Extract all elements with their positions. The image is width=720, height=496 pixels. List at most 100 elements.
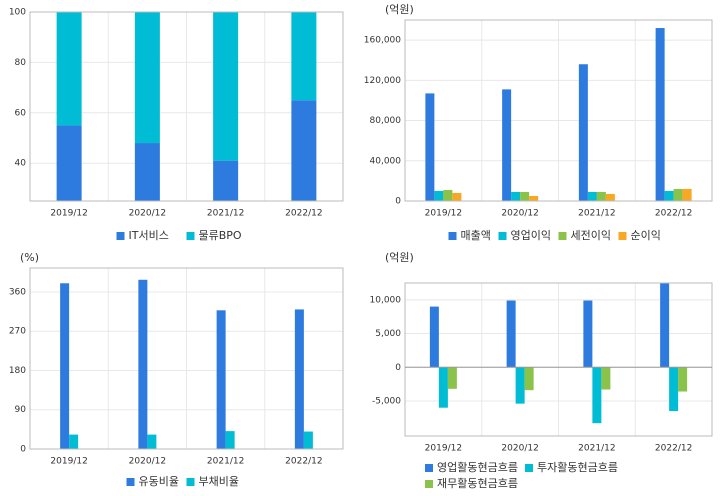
- legend-swatch: [558, 232, 567, 240]
- bar: [294, 309, 304, 449]
- legend-swatch: [186, 478, 195, 486]
- y-tick-label: 120,000: [364, 76, 401, 86]
- x-tick-label: 2019/12: [425, 444, 462, 454]
- bar: [452, 192, 462, 201]
- x-tick-label: 2019/12: [425, 209, 462, 219]
- bars: [56, 12, 317, 201]
- legend-label: 영업이익: [511, 229, 551, 242]
- bar: [147, 434, 157, 449]
- x-tick-label: 2021/12: [578, 209, 615, 219]
- legend-label: 투자활동현금흐름: [537, 460, 618, 474]
- legend-label: 영업활동현금흐름: [437, 460, 518, 474]
- y-tick-label: 100: [9, 8, 26, 18]
- bar: [655, 28, 665, 201]
- legend-swatch: [126, 478, 135, 486]
- bar: [303, 431, 313, 449]
- bar: [529, 195, 539, 201]
- bar: [69, 434, 79, 449]
- legend-swatch: [116, 232, 125, 240]
- bars: [60, 279, 313, 449]
- bar: [60, 283, 70, 449]
- y-tick-label: 0: [395, 363, 401, 373]
- legend-label: 재무활동현금흐름: [437, 476, 518, 490]
- y-tick-label: 90: [15, 405, 27, 415]
- bar: [583, 300, 593, 368]
- y-tick-label: -5,000: [372, 396, 401, 406]
- bar: [578, 64, 588, 201]
- bar: [664, 190, 674, 201]
- bar: [682, 188, 692, 201]
- unit-label: (%): [20, 251, 39, 264]
- x-tick-label: 2022/12: [285, 209, 322, 219]
- x-tick-label: 2020/12: [129, 209, 166, 219]
- legend-label: 순이익: [631, 229, 661, 242]
- y-tick-label: 270: [9, 327, 26, 337]
- bar: [56, 125, 82, 201]
- x-tick-label: 2021/12: [578, 444, 615, 454]
- legend-swatch: [425, 464, 433, 472]
- legend-swatch: [425, 480, 433, 488]
- bar: [506, 300, 516, 368]
- y-tick-label: 5,000: [375, 329, 401, 339]
- y-tick-label: 0: [395, 197, 401, 207]
- bar: [138, 279, 148, 449]
- bar: [673, 188, 683, 201]
- legend-label: 물류BPO: [199, 229, 242, 242]
- legend-label: 유동비율: [139, 475, 179, 488]
- y-tick-label: 10,000: [370, 295, 402, 305]
- bar: [601, 367, 611, 390]
- bar: [291, 100, 317, 201]
- bar: [216, 310, 226, 449]
- unit-label: (억원): [385, 3, 414, 16]
- x-tick-label: 2021/12: [207, 209, 244, 219]
- x-tick-label: 2022/12: [285, 457, 322, 467]
- bar: [515, 367, 525, 404]
- bar: [592, 367, 602, 424]
- x-tick-label: 2019/12: [50, 209, 87, 219]
- chart: 40 60 80 100 2019/12 2020/12 2021/12 2022/12 IT서…: [9, 8, 344, 242]
- bar: [56, 12, 82, 126]
- bar: [429, 306, 439, 368]
- bar: [134, 12, 160, 144]
- x-tick-label: 2022/12: [655, 444, 692, 454]
- y-tick-label: 40: [15, 159, 27, 169]
- legend-label: 세전이익: [571, 229, 611, 242]
- bar: [447, 367, 457, 389]
- chart: (%) 0 90 180 270 360 2019/12 2020/12 2021/12 2022…: [9, 251, 344, 488]
- bars: [425, 28, 692, 201]
- legend-swatch: [525, 464, 533, 472]
- bar: [225, 431, 235, 449]
- legend-swatch: [448, 232, 457, 240]
- legend-swatch: [498, 232, 507, 240]
- bar: [134, 143, 160, 201]
- bar: [213, 12, 239, 161]
- bar: [669, 367, 679, 412]
- legend-label: 부채비율: [199, 475, 239, 488]
- x-tick-label: 2020/12: [501, 209, 538, 219]
- x-tick-label: 2020/12: [129, 457, 166, 467]
- bar: [511, 191, 521, 201]
- plot-frame: [29, 11, 344, 202]
- plot-frame: [404, 282, 713, 437]
- y-tick-label: 360: [9, 287, 26, 297]
- bar: [443, 189, 453, 201]
- y-tick-label: 0: [20, 445, 26, 455]
- y-tick-label: 160,000: [364, 36, 401, 46]
- plot-frame: [404, 19, 713, 202]
- bar: [587, 191, 597, 201]
- legend-swatch: [186, 232, 195, 240]
- x-tick-label: 2022/12: [655, 209, 692, 219]
- unit-label: (억원): [385, 251, 414, 264]
- bar: [434, 190, 444, 201]
- bar: [425, 93, 435, 201]
- x-tick-label: 2019/12: [50, 457, 87, 467]
- y-tick-label: 80: [15, 58, 27, 68]
- x-tick-label: 2020/12: [501, 444, 538, 454]
- legend-label: 매출액: [461, 229, 491, 242]
- bar: [213, 160, 239, 201]
- bar: [524, 367, 534, 391]
- y-tick-label: 60: [15, 108, 27, 118]
- bar: [660, 283, 670, 368]
- bar: [596, 191, 606, 201]
